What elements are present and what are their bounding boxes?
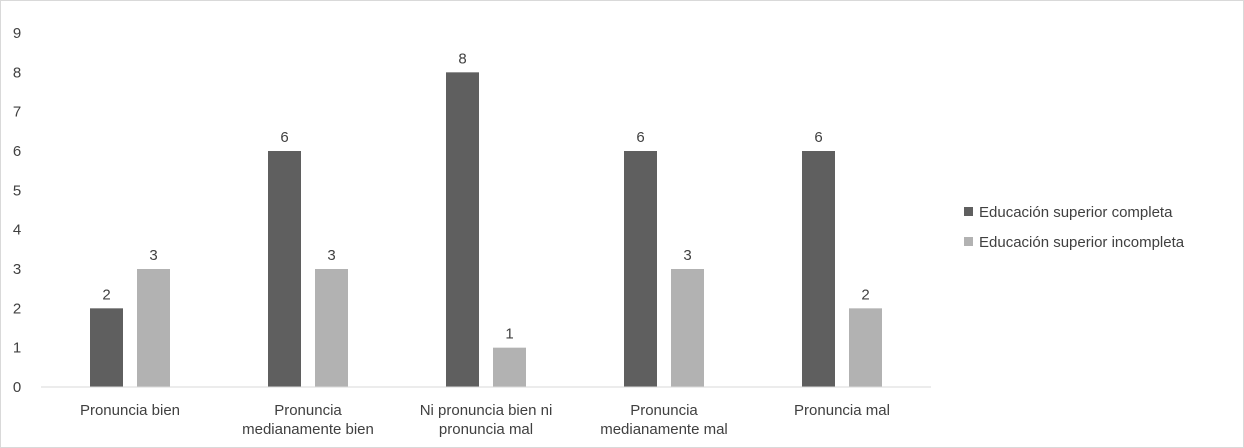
data-label: 6 xyxy=(636,129,644,146)
data-label: 2 xyxy=(102,286,110,303)
legend-swatch xyxy=(964,207,973,216)
y-tick-label: 9 xyxy=(13,25,21,42)
x-category-label: Pronuncia xyxy=(630,402,698,419)
y-tick-label: 4 xyxy=(13,222,21,239)
x-category-label: medianamente mal xyxy=(600,421,728,438)
x-category-label: Pronuncia xyxy=(274,402,342,419)
data-label: 3 xyxy=(149,247,157,264)
bars xyxy=(90,72,882,387)
x-category-label: Pronuncia bien xyxy=(80,402,180,419)
x-category-label: pronuncia mal xyxy=(439,421,533,438)
bar-incompleta-4 xyxy=(849,308,882,387)
data-label: 3 xyxy=(683,247,691,264)
bar-incompleta-1 xyxy=(315,269,348,387)
bar-incompleta-2 xyxy=(493,347,526,387)
data-label: 1 xyxy=(505,326,513,343)
data-label: 8 xyxy=(458,50,466,67)
y-tick-label: 1 xyxy=(13,340,21,357)
x-category-label: Ni pronuncia bien ni xyxy=(420,402,553,419)
bar-completa-2 xyxy=(446,72,479,387)
legend: Educación superior completa Educación sup… xyxy=(964,204,1185,251)
x-category-label: medianamente bien xyxy=(242,421,374,438)
legend-swatch xyxy=(964,237,973,246)
bar-completa-1 xyxy=(268,151,301,387)
data-label: 6 xyxy=(814,129,822,146)
legend-label: Educación superior incompleta xyxy=(979,234,1185,251)
y-tick-label: 8 xyxy=(13,64,21,81)
data-label: 3 xyxy=(327,247,335,264)
data-label: 2 xyxy=(861,286,869,303)
y-axis-ticks: 0 1 2 3 4 5 6 7 8 9 xyxy=(13,25,21,396)
y-tick-label: 0 xyxy=(13,379,21,396)
legend-label: Educación superior completa xyxy=(979,204,1173,221)
y-tick-label: 5 xyxy=(13,182,21,199)
y-tick-label: 7 xyxy=(13,104,21,121)
x-axis-category-labels: Pronuncia bien Pronuncia medianamente bien… xyxy=(80,402,890,438)
bar-incompleta-0 xyxy=(137,269,170,387)
bar-incompleta-3 xyxy=(671,269,704,387)
data-label: 6 xyxy=(280,129,288,146)
y-tick-label: 6 xyxy=(13,143,21,160)
bar-completa-4 xyxy=(802,151,835,387)
y-tick-label: 2 xyxy=(13,300,21,317)
y-tick-label: 3 xyxy=(13,261,21,278)
data-labels: 2 3 6 3 8 1 6 3 6 2 xyxy=(102,50,869,342)
bar-completa-0 xyxy=(90,308,123,387)
x-category-label: Pronuncia mal xyxy=(794,402,890,419)
bar-completa-3 xyxy=(624,151,657,387)
